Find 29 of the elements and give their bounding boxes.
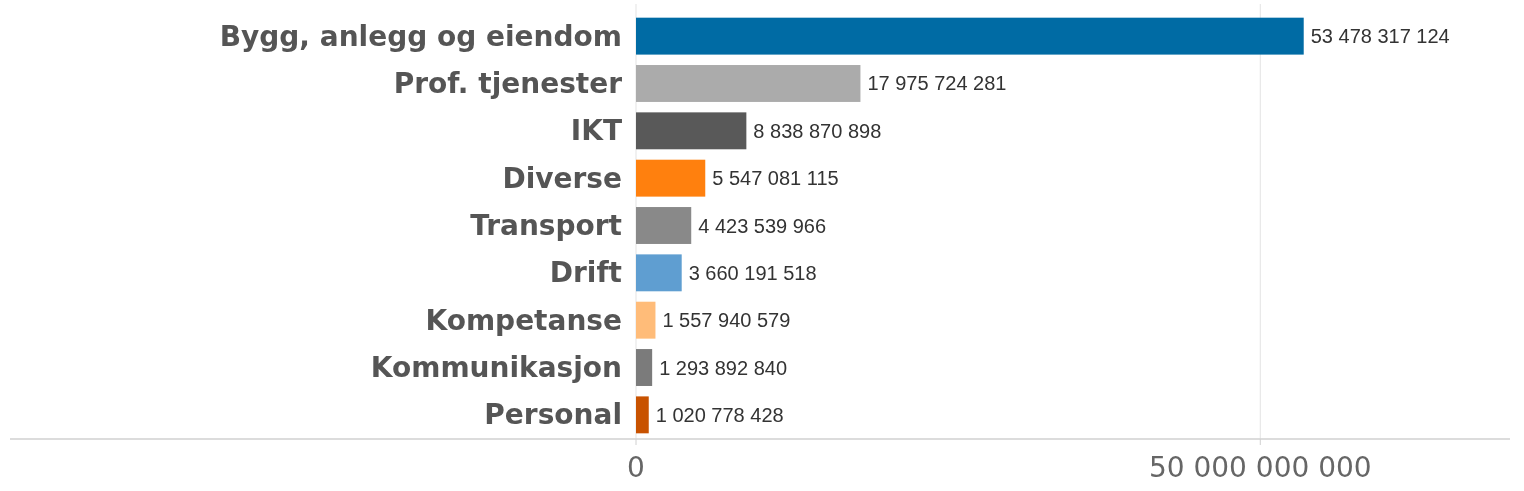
bar [636, 396, 649, 434]
data-label: 8 838 870 898 [753, 119, 882, 142]
y-tick-label: Kommunikasjon [370, 351, 622, 385]
y-tick-label: Bygg, anlegg og eiendom [219, 19, 622, 53]
data-label: 5 547 081 115 [712, 167, 839, 190]
y-tick-label: Kompetanse [425, 303, 622, 337]
data-label: 1 293 892 840 [659, 356, 788, 379]
x-tick-label: 0 [627, 451, 645, 484]
data-label: 4 423 539 966 [698, 214, 827, 237]
data-label: 3 660 191 518 [688, 261, 817, 284]
data-label: 1 557 940 579 [662, 309, 791, 332]
x-tick-label: 50 000 000 000 [1148, 451, 1372, 484]
bar [636, 112, 747, 150]
data-label: 1 020 778 428 [655, 403, 784, 426]
y-tick-label: Personal [484, 398, 622, 432]
bar [636, 349, 653, 386]
bar [636, 17, 1304, 55]
bar [636, 159, 706, 197]
y-tick-label: Transport [470, 209, 622, 242]
y-tick-label: IKT [570, 114, 622, 148]
bar [636, 65, 861, 102]
y-tick-label: Drift [549, 256, 622, 290]
bar [636, 207, 692, 244]
y-tick-label: Prof. tjenester [393, 66, 623, 100]
bar [636, 254, 682, 292]
y-tick-label: Diverse [502, 161, 622, 195]
bar [636, 301, 656, 339]
data-label: 17 975 724 281 [867, 72, 1007, 95]
data-label: 53 478 317 124 [1310, 25, 1450, 48]
